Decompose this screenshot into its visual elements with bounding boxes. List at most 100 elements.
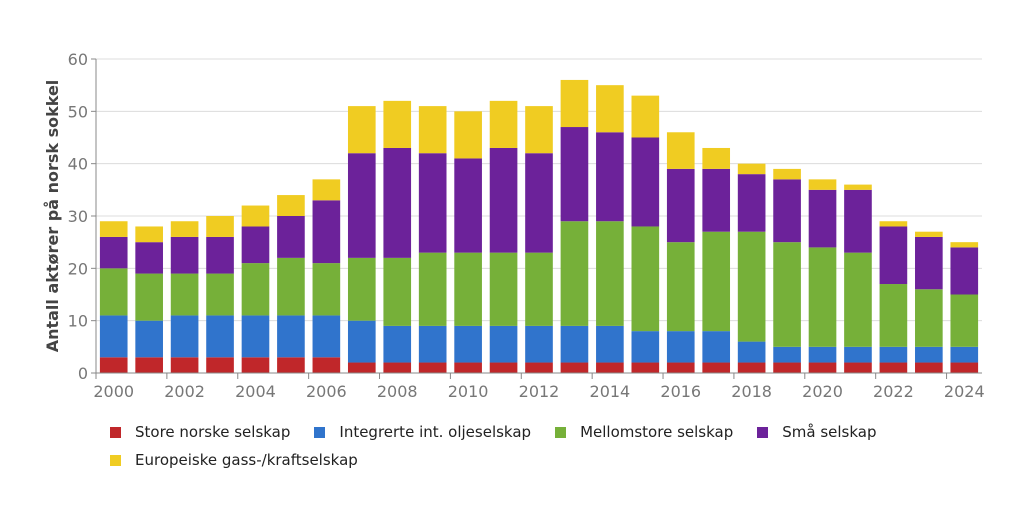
legend-swatch bbox=[110, 454, 121, 466]
bar-segment bbox=[950, 294, 979, 347]
bar-segment bbox=[135, 226, 163, 243]
bar-segment bbox=[950, 362, 979, 373]
bar-segment bbox=[489, 147, 518, 253]
bar-segment bbox=[844, 252, 872, 347]
bar-segment bbox=[773, 242, 801, 347]
bar-segment bbox=[454, 111, 482, 159]
legend-label: Europeiske gass-/kraftselskap bbox=[135, 451, 358, 469]
bar-segment bbox=[879, 284, 908, 347]
bar-segment bbox=[773, 168, 801, 180]
x-tick-label: 2018 bbox=[731, 382, 772, 401]
bar-segment bbox=[666, 331, 695, 363]
legend-item[interactable]: Store norske selskap bbox=[110, 418, 290, 446]
y-axis-label: Antall aktører på norsk sokkel bbox=[43, 80, 62, 353]
bar-segment bbox=[737, 174, 766, 232]
bar-segment bbox=[915, 236, 943, 290]
bar-segment bbox=[808, 247, 837, 347]
bar-segment bbox=[560, 79, 589, 128]
bar-segment bbox=[560, 221, 589, 326]
bar-segment bbox=[454, 158, 482, 253]
bar-segment bbox=[808, 189, 837, 248]
y-tick-label: 0 bbox=[78, 364, 88, 383]
bar-segment bbox=[170, 315, 199, 358]
bar-segment bbox=[631, 362, 660, 373]
bar-segment bbox=[666, 242, 695, 332]
bar-segment bbox=[135, 273, 163, 321]
bar-segment bbox=[99, 221, 128, 237]
bar-segment bbox=[347, 362, 376, 373]
bar-segment bbox=[135, 357, 163, 373]
bar-segment bbox=[418, 325, 447, 363]
bar-segment bbox=[773, 362, 801, 373]
x-tick-label: 2002 bbox=[164, 382, 205, 401]
bar-segment bbox=[206, 216, 234, 237]
bar-segment bbox=[915, 362, 943, 373]
y-tick-label: 20 bbox=[68, 259, 88, 278]
bar-segment bbox=[631, 226, 660, 332]
bar-segment bbox=[596, 362, 624, 373]
legend-label: Små selskap bbox=[782, 423, 877, 441]
bar-segment bbox=[631, 331, 660, 363]
bar-segment bbox=[99, 236, 128, 269]
x-tick-label: 2014 bbox=[590, 382, 631, 401]
x-tick-label: 2020 bbox=[802, 382, 843, 401]
y-tick-label: 30 bbox=[68, 207, 88, 226]
bar-segment bbox=[489, 100, 518, 148]
legend-item[interactable]: Mellomstore selskap bbox=[555, 418, 733, 446]
bar-segment bbox=[489, 252, 518, 326]
x-tick-label: 2010 bbox=[448, 382, 489, 401]
bar-segment bbox=[418, 362, 447, 373]
bar-segment bbox=[596, 85, 624, 133]
bar-segment bbox=[170, 221, 199, 237]
bar-segment bbox=[737, 362, 766, 373]
legend-item[interactable]: Integrerte int. oljeselskap bbox=[314, 418, 531, 446]
bar-segment bbox=[312, 179, 341, 201]
bar-segment bbox=[454, 362, 482, 373]
bar-segment bbox=[277, 315, 305, 358]
bar-segment bbox=[631, 95, 660, 138]
bar-segment bbox=[560, 362, 589, 373]
legend-item[interactable]: Europeiske gass-/kraftselskap bbox=[110, 446, 358, 474]
bar-segment bbox=[241, 315, 270, 358]
bar-segment bbox=[950, 242, 979, 248]
bar-segment bbox=[383, 100, 412, 148]
bar-segment bbox=[454, 252, 482, 326]
bar-segment bbox=[454, 325, 482, 363]
legend-label: Mellomstore selskap bbox=[580, 423, 734, 441]
legend-swatch bbox=[757, 426, 769, 438]
bar-segment bbox=[170, 236, 199, 274]
bar-segment bbox=[950, 247, 979, 295]
x-tick-label: 2008 bbox=[377, 382, 418, 401]
bar-segment bbox=[525, 106, 553, 154]
bar-segment bbox=[489, 325, 518, 363]
bar-segment bbox=[99, 315, 128, 358]
bar-segment bbox=[915, 346, 943, 363]
bar-segment bbox=[525, 325, 553, 363]
bar-segment bbox=[737, 163, 766, 175]
x-tick-label: 2006 bbox=[306, 382, 347, 401]
x-tick-label: 2000 bbox=[93, 382, 134, 401]
bar-segment bbox=[773, 179, 801, 243]
bar-segment bbox=[737, 231, 766, 342]
bar-segment bbox=[666, 132, 695, 169]
bar-segment bbox=[241, 205, 270, 227]
bar-segment bbox=[277, 257, 305, 316]
bar-segment bbox=[241, 357, 270, 373]
bar-segment bbox=[170, 273, 199, 316]
bar-segment bbox=[206, 236, 234, 274]
bar-segment bbox=[844, 184, 872, 190]
bar-segment bbox=[135, 320, 163, 358]
bar-segment bbox=[312, 200, 341, 264]
y-tick-label: 50 bbox=[68, 102, 88, 121]
bar-segment bbox=[241, 263, 270, 316]
bar-segment bbox=[418, 106, 447, 154]
bar-segment bbox=[525, 252, 553, 326]
bar-segment bbox=[312, 357, 341, 373]
y-tick-label: 10 bbox=[68, 312, 88, 331]
legend-swatch bbox=[314, 426, 326, 438]
legend-item[interactable]: Små selskap bbox=[757, 418, 877, 446]
bar-segment bbox=[347, 106, 376, 154]
bar-segment bbox=[596, 325, 624, 363]
bar-segment bbox=[383, 147, 412, 258]
